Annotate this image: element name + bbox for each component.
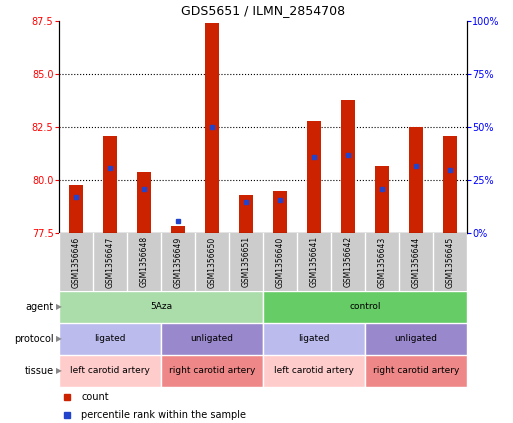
Bar: [239, 195, 253, 233]
Bar: [103, 136, 117, 233]
Text: control: control: [349, 302, 381, 311]
Bar: [443, 136, 457, 233]
Text: right carotid artery: right carotid artery: [169, 366, 255, 376]
Bar: [205, 23, 219, 233]
Text: ▶: ▶: [56, 302, 62, 311]
Text: protocol: protocol: [14, 334, 54, 344]
Bar: [375, 165, 389, 233]
Text: ligated: ligated: [94, 334, 126, 343]
Text: unligated: unligated: [190, 334, 233, 343]
Bar: [263, 323, 365, 355]
Bar: [161, 355, 263, 387]
Bar: [409, 127, 423, 233]
Bar: [59, 291, 263, 323]
Text: GSM1356642: GSM1356642: [343, 236, 352, 288]
Text: tissue: tissue: [25, 366, 54, 376]
Text: GSM1356646: GSM1356646: [71, 236, 81, 288]
Bar: [69, 185, 83, 233]
Bar: [59, 355, 161, 387]
Text: GSM1356651: GSM1356651: [242, 236, 250, 288]
Text: left carotid artery: left carotid artery: [274, 366, 354, 376]
Text: ▶: ▶: [56, 334, 62, 343]
Text: GSM1356640: GSM1356640: [275, 236, 284, 288]
Bar: [307, 121, 321, 233]
Text: GSM1356648: GSM1356648: [140, 236, 148, 288]
Text: count: count: [82, 392, 109, 402]
Text: unligated: unligated: [394, 334, 438, 343]
Bar: [161, 323, 263, 355]
Text: ▶: ▶: [56, 366, 62, 376]
Bar: [365, 355, 467, 387]
Bar: [365, 323, 467, 355]
Text: GSM1356644: GSM1356644: [411, 236, 420, 288]
Bar: [263, 355, 365, 387]
Text: percentile rank within the sample: percentile rank within the sample: [82, 410, 246, 420]
Title: GDS5651 / ILMN_2854708: GDS5651 / ILMN_2854708: [181, 4, 345, 17]
Bar: [273, 191, 287, 233]
Bar: [59, 323, 161, 355]
Text: GSM1356641: GSM1356641: [309, 236, 319, 288]
Text: GSM1356650: GSM1356650: [207, 236, 216, 288]
Text: agent: agent: [26, 302, 54, 312]
Bar: [263, 291, 467, 323]
Text: GSM1356647: GSM1356647: [106, 236, 114, 288]
Text: GSM1356643: GSM1356643: [378, 236, 386, 288]
Text: GSM1356649: GSM1356649: [173, 236, 183, 288]
Bar: [341, 100, 354, 233]
Text: 5Aza: 5Aza: [150, 302, 172, 311]
Bar: [137, 172, 151, 233]
Text: right carotid artery: right carotid artery: [372, 366, 459, 376]
Text: ligated: ligated: [298, 334, 330, 343]
Text: GSM1356645: GSM1356645: [445, 236, 455, 288]
Bar: [171, 226, 185, 233]
Text: left carotid artery: left carotid artery: [70, 366, 150, 376]
